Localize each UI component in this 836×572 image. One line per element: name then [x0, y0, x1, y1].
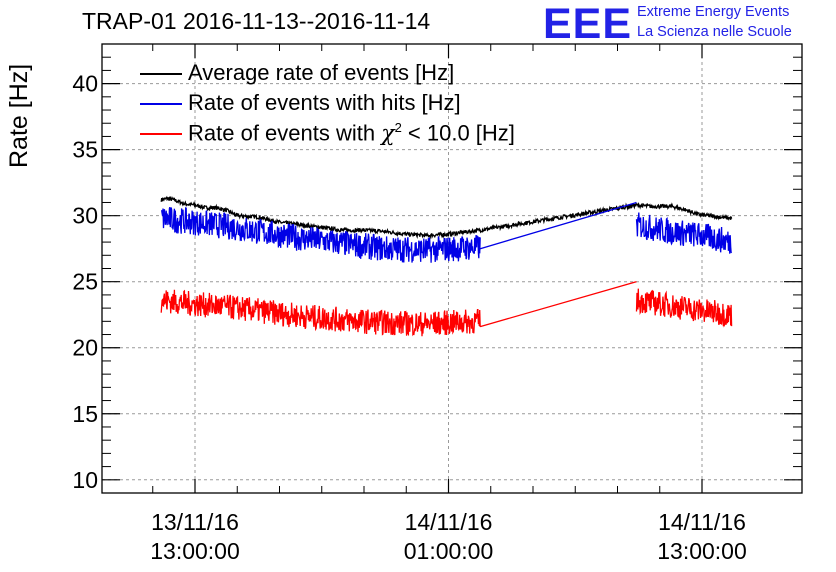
eee-logo: EEE — [543, 0, 633, 48]
y-tick-label: 20 — [72, 335, 98, 361]
y-axis-label: Rate [Hz] — [5, 63, 33, 168]
legend-swatch-average — [140, 73, 182, 75]
series-2 — [160, 281, 733, 337]
legend-label-hits: Rate of events with hits [Hz] — [188, 90, 461, 115]
y-tick-label: 25 — [72, 269, 98, 295]
series-2-segment-0 — [160, 289, 481, 337]
series-1-segment-0 — [160, 207, 481, 263]
y-tick-label: 30 — [72, 203, 98, 229]
series-1 — [160, 201, 733, 263]
legend-swatch-chi2 — [140, 133, 182, 135]
axis-ticks — [102, 43, 802, 494]
y-tick-label: 35 — [72, 137, 98, 163]
x-tick-label-date: 14/11/16 — [405, 509, 493, 535]
series-layer — [160, 195, 733, 337]
chi-exponent: 2 — [394, 120, 402, 135]
logo-line-2: La Scienza nelle Scuole — [637, 24, 792, 40]
logo-line-1: Extreme Energy Events — [637, 4, 790, 20]
x-tick-label-time: 13:00:00 — [657, 538, 747, 564]
y-tick-label: 40 — [72, 71, 98, 97]
series-2-segment-1 — [480, 281, 637, 328]
x-tick-label-time: 13:00:00 — [150, 538, 240, 564]
series-2-segment-2 — [635, 288, 733, 328]
chi-symbol: χ — [381, 121, 395, 147]
tick-labels: 10 15 20 25 30 35 40 13/11/16 13:00:00 14/11/16 01… — [72, 71, 746, 564]
x-tick-label-time: 01:00:00 — [404, 538, 494, 564]
series-1-segment-2 — [635, 212, 733, 254]
legend-label-average: Average rate of events [Hz] — [188, 60, 455, 85]
legend-chi2-suffix: < 10.0 [Hz] — [401, 120, 515, 146]
x-tick-label-date: 14/11/16 — [658, 509, 746, 535]
y-tick-label: 10 — [72, 467, 98, 493]
chart-title: TRAP-01 2016-11-13--2016-11-14 — [82, 8, 431, 34]
grid — [102, 44, 802, 493]
series-0 — [160, 195, 733, 240]
y-tick-label: 15 — [72, 401, 98, 427]
legend-label-chi2: Rate of events with χ2 < 10.0 [Hz] — [188, 120, 515, 146]
legend-swatch-hits — [140, 103, 182, 105]
series-1-segment-1 — [480, 201, 637, 250]
legend-chi2-prefix: Rate of events with — [188, 120, 382, 146]
x-tick-label-date: 13/11/16 — [151, 509, 239, 535]
series-0-segment-0 — [160, 195, 733, 240]
